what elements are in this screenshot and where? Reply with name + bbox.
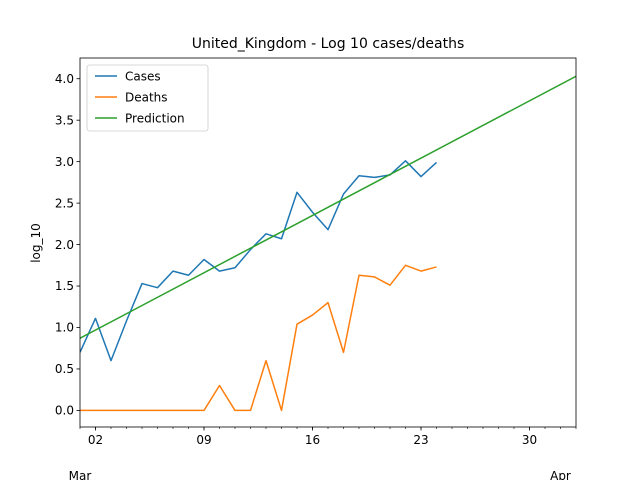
y-tick-label: 1.5	[55, 279, 74, 293]
legend-box	[86, 64, 209, 132]
y-tick-label: 2.0	[55, 238, 74, 252]
legend-label-prediction: Prediction	[125, 111, 185, 125]
y-tick-label: 0.0	[55, 404, 74, 418]
plot-area	[80, 75, 576, 412]
legend-label-cases: Cases	[125, 69, 161, 83]
chart-title: United_Kingdom - Log 10 cases/deaths	[192, 36, 465, 52]
y-tick-label: 0.5	[55, 362, 74, 376]
series-line-deaths	[80, 264, 437, 412]
y-tick-label: 4.0	[55, 72, 74, 86]
x-tick-label: 16	[305, 433, 320, 447]
x-month-label: Apr	[550, 469, 571, 480]
legend: Cases Deaths Prediction	[86, 64, 209, 132]
x-tick-label: 09	[196, 433, 211, 447]
y-tick-label: 3.0	[55, 155, 74, 169]
y-axis-label: log_10	[29, 223, 43, 263]
y-tick-label: 2.5	[55, 196, 74, 210]
y-tick-label: 3.5	[55, 113, 74, 127]
legend-label-deaths: Deaths	[125, 90, 168, 104]
x-tick-label: 30	[522, 433, 537, 447]
series-line-prediction	[80, 75, 576, 339]
x-tick-label: 23	[413, 433, 428, 447]
axes: 0.0 0.5 1.0 1.5 2.0 2.5 3.0 3.5 4.0 02 09 16 23 30 Mar…	[55, 57, 577, 480]
y-tick-label: 1.0	[55, 321, 74, 335]
series-line-cases	[80, 160, 438, 362]
x-tick-label: 02	[88, 433, 103, 447]
x-month-label: Mar	[69, 469, 92, 480]
